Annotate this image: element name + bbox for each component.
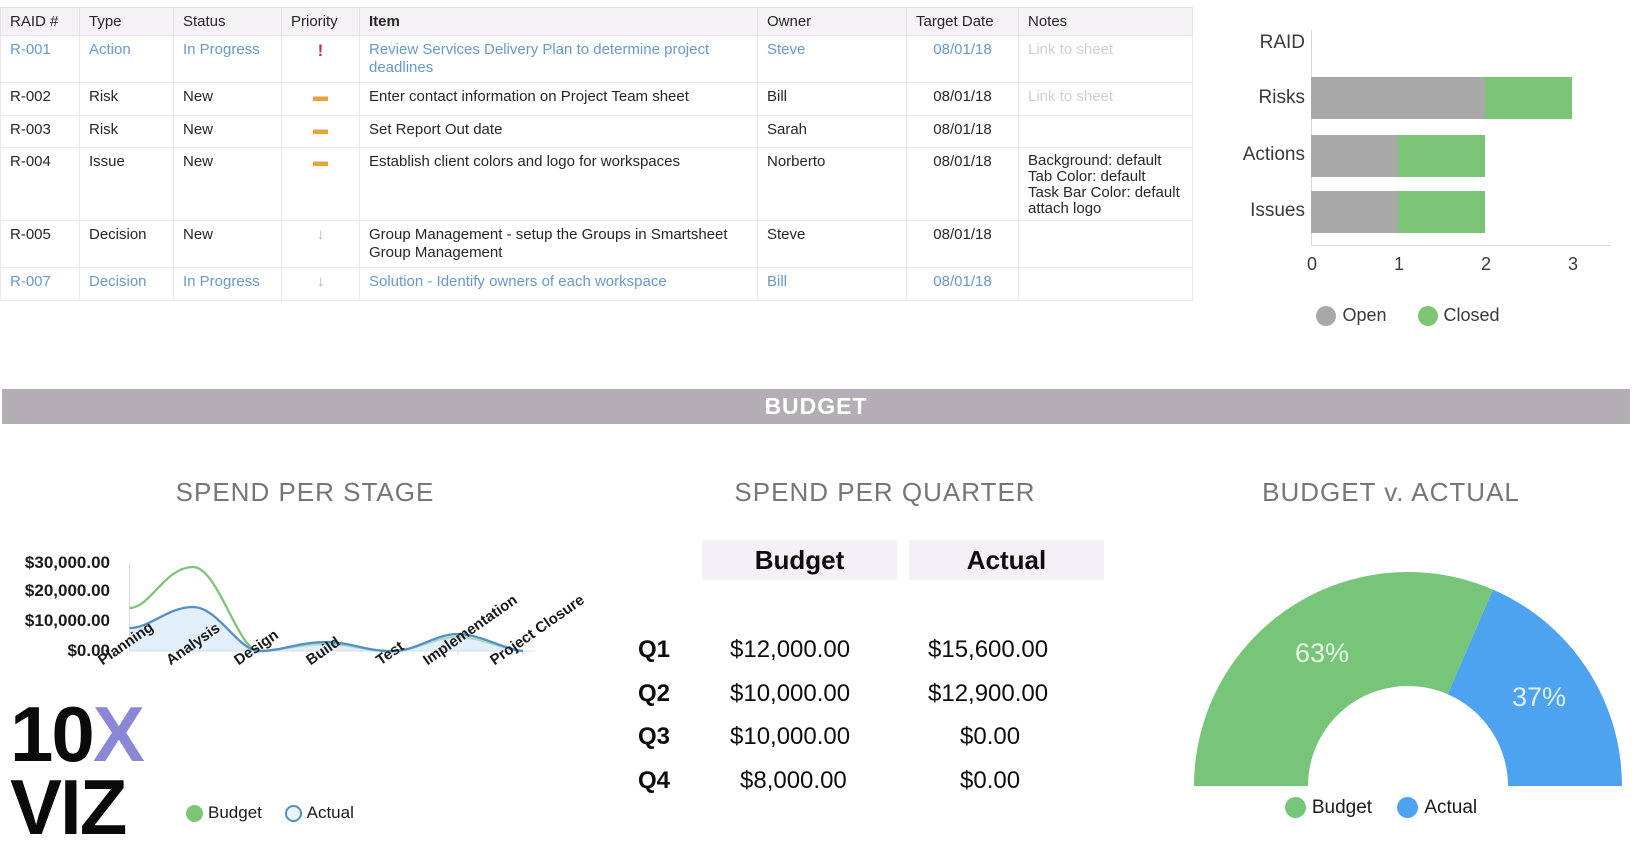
svg-text:63%: 63% xyxy=(1295,638,1349,668)
svg-text:37%: 37% xyxy=(1512,682,1566,712)
